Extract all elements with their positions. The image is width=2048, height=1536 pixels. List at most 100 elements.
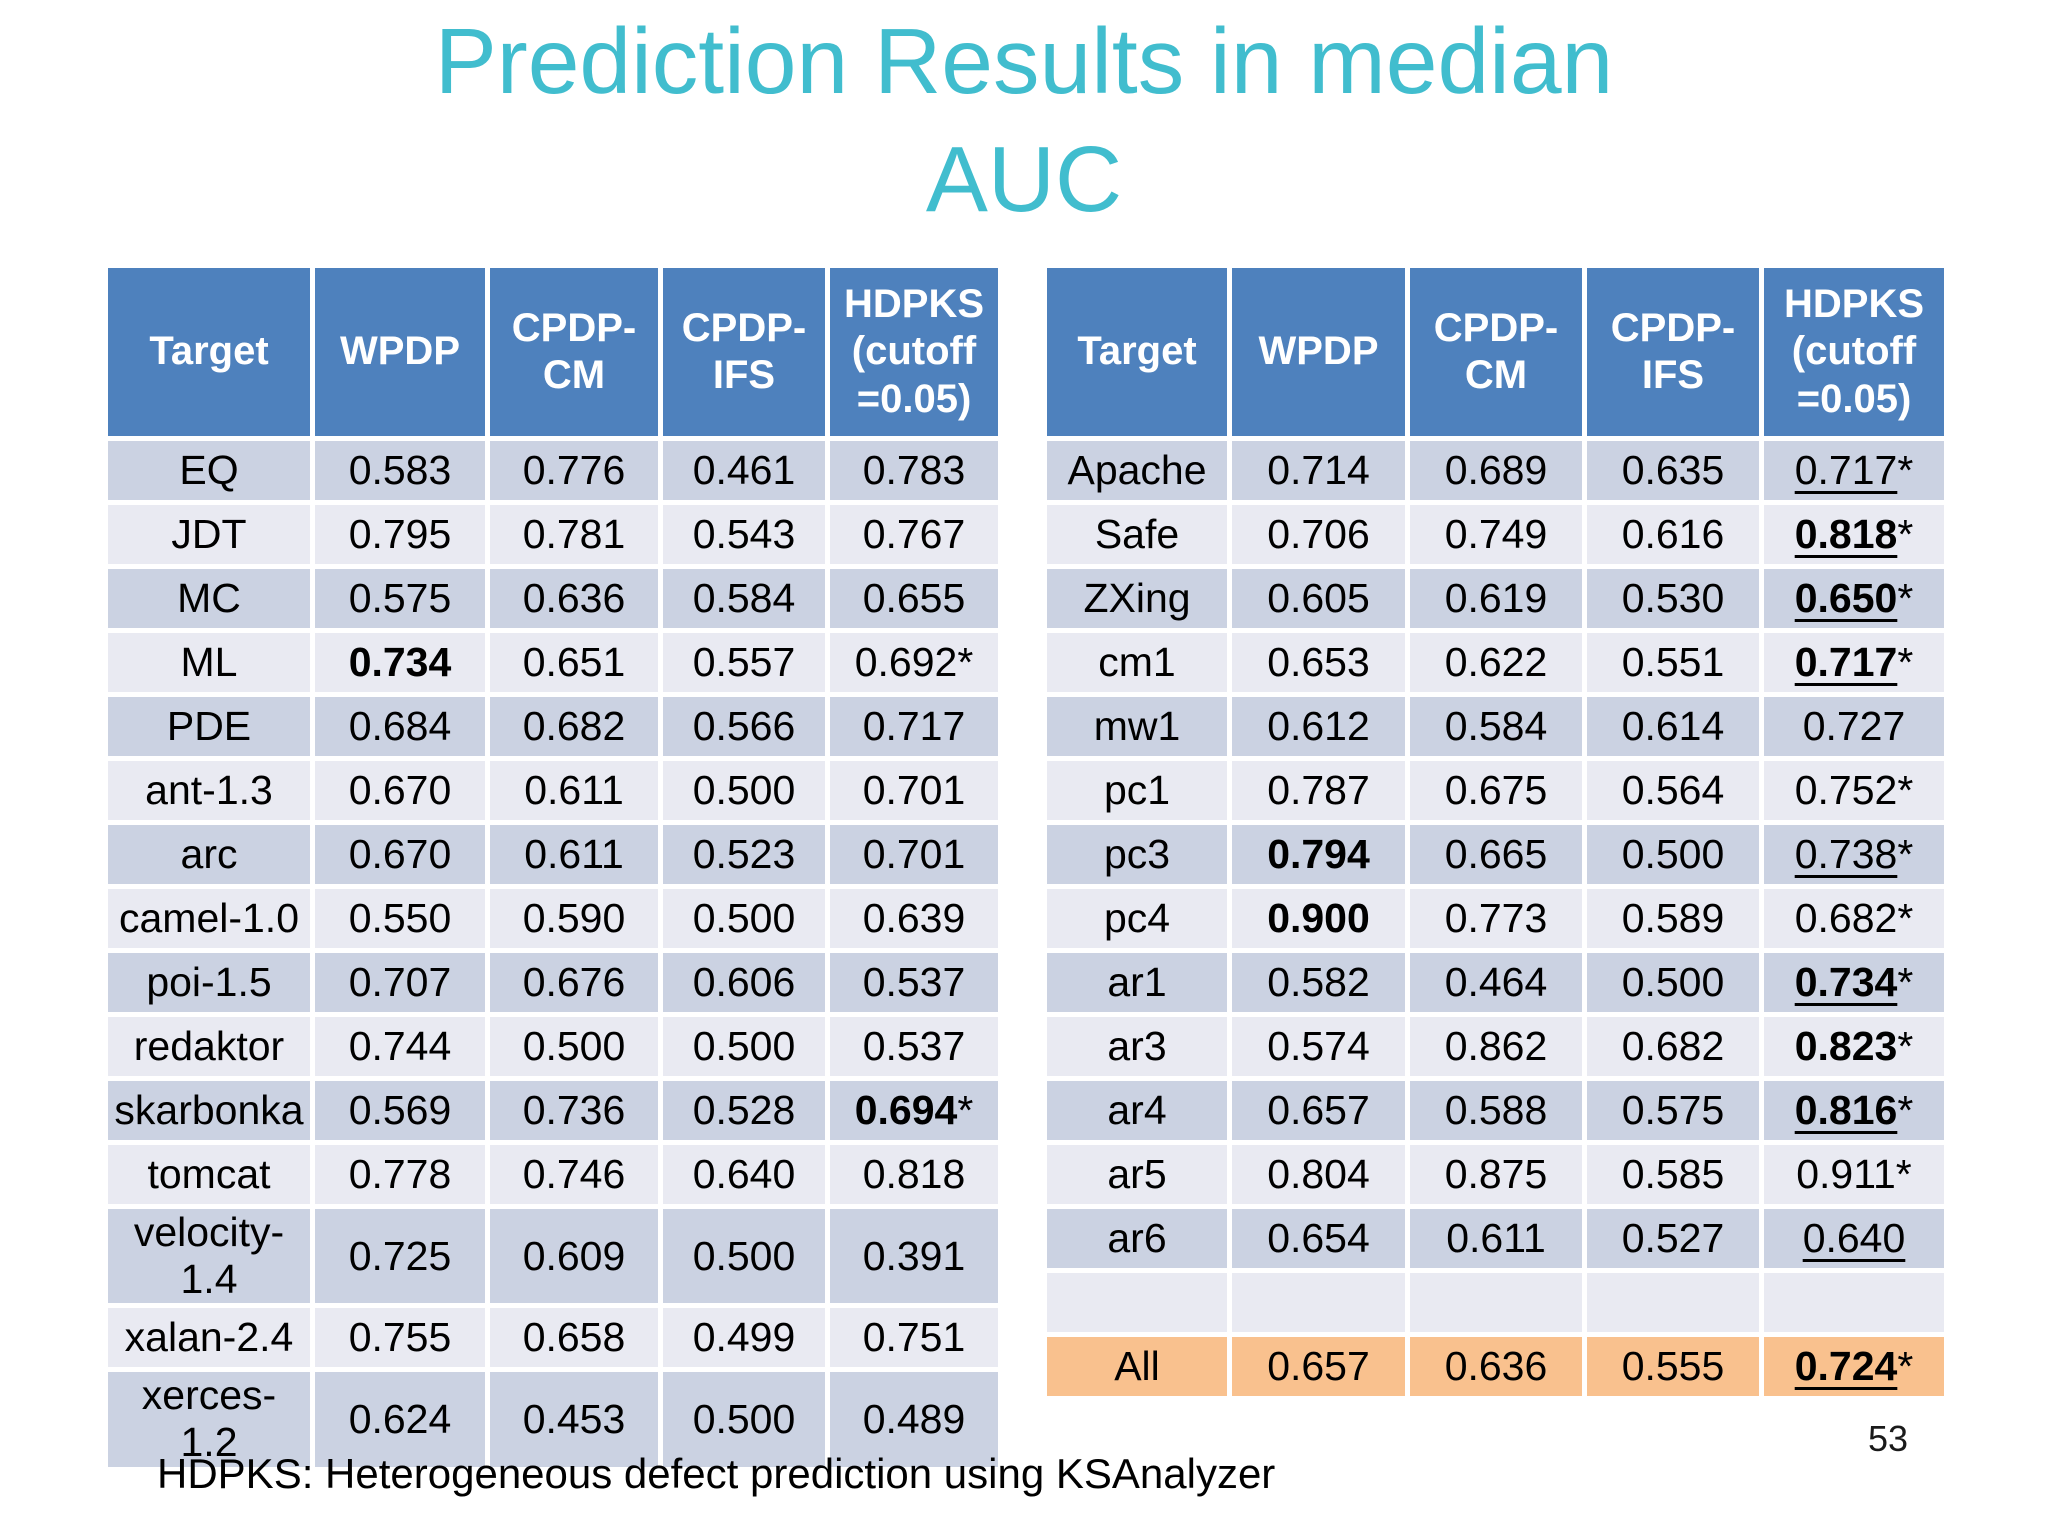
value-cell: 0.773 bbox=[1410, 889, 1582, 948]
target-cell: pc3 bbox=[1047, 825, 1227, 884]
value-cell: 0.787 bbox=[1232, 761, 1405, 820]
table-header-row: Target WPDP CPDP-CM CPDP-IFS HDPKS (cutoff =… bbox=[1047, 268, 1944, 436]
page-title-text: Prediction Results in median AUC bbox=[434, 9, 1614, 232]
value-cell: 0.783 bbox=[830, 441, 998, 500]
value-cell bbox=[1232, 1273, 1405, 1332]
value-cell: 0.564 bbox=[1587, 761, 1759, 820]
value-cell: 0.566 bbox=[663, 697, 825, 756]
value-cell: 0.550 bbox=[315, 889, 485, 948]
target-cell: ar3 bbox=[1047, 1017, 1227, 1076]
table-row: pc1 0.787 0.675 0.564 0.752* bbox=[1047, 761, 1944, 820]
value-cell: 0.692* bbox=[830, 633, 998, 692]
target-cell: EQ bbox=[108, 441, 310, 500]
significance-star: * bbox=[1897, 446, 1914, 493]
significance-star: * bbox=[1897, 766, 1914, 813]
value-cell: 0.584 bbox=[1410, 697, 1582, 756]
value-cell: 0.670 bbox=[315, 825, 485, 884]
significance-star: * bbox=[1897, 1086, 1914, 1133]
significance-star: * bbox=[957, 1086, 974, 1133]
value-cell: 0.818* bbox=[1764, 505, 1944, 564]
page-title: Prediction Results in median AUC bbox=[0, 2, 2048, 238]
value-cell: 0.900 bbox=[1232, 889, 1405, 948]
value-cell: 0.682* bbox=[1764, 889, 1944, 948]
value-cell: 0.818 bbox=[830, 1145, 998, 1204]
target-cell: mw1 bbox=[1047, 697, 1227, 756]
table-row: JDT 0.795 0.781 0.543 0.767 bbox=[108, 505, 998, 564]
value-cell: 0.781 bbox=[490, 505, 658, 564]
target-cell: JDT bbox=[108, 505, 310, 564]
value-cell: 0.605 bbox=[1232, 569, 1405, 628]
target-cell: velocity-1.4 bbox=[108, 1209, 310, 1304]
value-cell: 0.614 bbox=[1587, 697, 1759, 756]
value-cell: 0.611 bbox=[1410, 1209, 1582, 1268]
table-header-row: Target WPDP CPDP-CM CPDP-IFS HDPKS (cutoff =… bbox=[108, 268, 998, 436]
value-cell: 0.776 bbox=[490, 441, 658, 500]
value-cell: 0.585 bbox=[1587, 1145, 1759, 1204]
target-cell: ZXing bbox=[1047, 569, 1227, 628]
value-cell: 0.530 bbox=[1587, 569, 1759, 628]
value-cell: 0.500 bbox=[663, 1209, 825, 1304]
value-cell: 0.795 bbox=[315, 505, 485, 564]
target-cell: cm1 bbox=[1047, 633, 1227, 692]
value-cell bbox=[1764, 1273, 1944, 1332]
value-cell: 0.543 bbox=[663, 505, 825, 564]
target-cell: ar4 bbox=[1047, 1081, 1227, 1140]
target-cell: PDE bbox=[108, 697, 310, 756]
value-cell: 0.823* bbox=[1764, 1017, 1944, 1076]
target-cell: ant-1.3 bbox=[108, 761, 310, 820]
page-number: 53 bbox=[1868, 1418, 1909, 1459]
value-cell: 0.746 bbox=[490, 1145, 658, 1204]
value-cell: 0.684 bbox=[315, 697, 485, 756]
value-cell: 0.725 bbox=[315, 1209, 485, 1304]
value-cell: 0.734* bbox=[1764, 953, 1944, 1012]
table-row: ar1 0.582 0.464 0.500 0.734* bbox=[1047, 953, 1944, 1012]
value-cell: 0.569 bbox=[315, 1081, 485, 1140]
table-row: tomcat 0.778 0.746 0.640 0.818 bbox=[108, 1145, 998, 1204]
table-row: PDE 0.684 0.682 0.566 0.717 bbox=[108, 697, 998, 756]
value-cell: 0.653 bbox=[1232, 633, 1405, 692]
table-row: ZXing 0.605 0.619 0.530 0.650* bbox=[1047, 569, 1944, 628]
value-cell: 0.500 bbox=[663, 1017, 825, 1076]
table-row: skarbonka 0.569 0.736 0.528 0.694* bbox=[108, 1081, 998, 1140]
value-cell: 0.640 bbox=[663, 1145, 825, 1204]
value-cell: 0.575 bbox=[315, 569, 485, 628]
value-cell: 0.655 bbox=[830, 569, 998, 628]
table-row: camel-1.0 0.550 0.590 0.500 0.639 bbox=[108, 889, 998, 948]
table-row: MC 0.575 0.636 0.584 0.655 bbox=[108, 569, 998, 628]
value-cell: 0.622 bbox=[1410, 633, 1582, 692]
significance-star: * bbox=[957, 638, 974, 685]
table-row: ar3 0.574 0.862 0.682 0.823* bbox=[1047, 1017, 1944, 1076]
significance-star: * bbox=[1897, 894, 1914, 941]
value-cell: 0.682 bbox=[490, 697, 658, 756]
column-header: Target bbox=[108, 268, 310, 436]
value-cell: 0.701 bbox=[830, 825, 998, 884]
target-cell: MC bbox=[108, 569, 310, 628]
value-cell: 0.588 bbox=[1410, 1081, 1582, 1140]
value-cell: 0.499 bbox=[663, 1308, 825, 1368]
value-cell: 0.612 bbox=[1232, 697, 1405, 756]
value-cell: 0.555 bbox=[1587, 1337, 1759, 1396]
table-row: Apache 0.714 0.689 0.635 0.717* bbox=[1047, 441, 1944, 500]
significance-star: * bbox=[1897, 638, 1914, 685]
value-cell: 0.582 bbox=[1232, 953, 1405, 1012]
value-cell: 0.778 bbox=[315, 1145, 485, 1204]
value-cell: 0.665 bbox=[1410, 825, 1582, 884]
value-cell: 0.611 bbox=[490, 761, 658, 820]
value-cell: 0.523 bbox=[663, 825, 825, 884]
value-cell: 0.734 bbox=[315, 633, 485, 692]
significance-star: * bbox=[1897, 574, 1914, 621]
value-cell: 0.707 bbox=[315, 953, 485, 1012]
table-row: redaktor 0.744 0.500 0.500 0.537 bbox=[108, 1017, 998, 1076]
table-row: xalan-2.4 0.755 0.658 0.499 0.751 bbox=[108, 1308, 998, 1368]
value-cell: 0.461 bbox=[663, 441, 825, 500]
value-cell: 0.589 bbox=[1587, 889, 1759, 948]
value-cell: 0.752* bbox=[1764, 761, 1944, 820]
table-row bbox=[1047, 1273, 1944, 1332]
value-cell: 0.694* bbox=[830, 1081, 998, 1140]
value-cell: 0.574 bbox=[1232, 1017, 1405, 1076]
results-table-right: Target WPDP CPDP-CM CPDP-IFS HDPKS (cutoff =… bbox=[1042, 263, 1949, 1401]
target-cell: ar6 bbox=[1047, 1209, 1227, 1268]
value-cell: 0.650* bbox=[1764, 569, 1944, 628]
significance-star: * bbox=[1897, 510, 1914, 557]
table-row: ant-1.3 0.670 0.611 0.500 0.701 bbox=[108, 761, 998, 820]
